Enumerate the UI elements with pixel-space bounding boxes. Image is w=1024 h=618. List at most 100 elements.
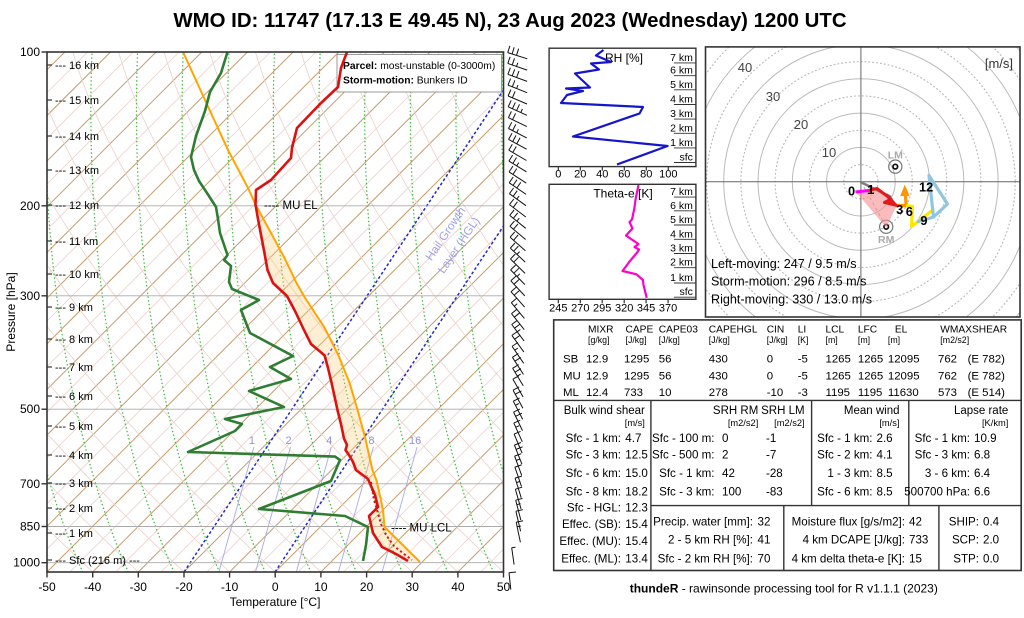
svg-text:SHIP:: SHIP: xyxy=(949,515,979,528)
svg-text:0.4: 0.4 xyxy=(983,515,1000,528)
svg-text:12: 12 xyxy=(919,180,933,195)
svg-text:12095: 12095 xyxy=(888,354,920,366)
svg-text:295: 295 xyxy=(593,302,611,314)
svg-text:1265: 1265 xyxy=(858,370,883,382)
svg-text:--- 1 km: --- 1 km xyxy=(55,528,93,540)
svg-text:5 km: 5 km xyxy=(670,79,693,91)
svg-text:CAPEHGL: CAPEHGL xyxy=(709,325,758,336)
svg-text:Parcel: most-unstable (0-3000m: Parcel: most-unstable (0-3000m) xyxy=(343,61,495,72)
svg-text:850: 850 xyxy=(20,520,40,534)
svg-text:[m]: [m] xyxy=(858,335,870,345)
svg-text:(E 782): (E 782) xyxy=(968,354,1006,366)
svg-text:[g/kg]: [g/kg] xyxy=(588,335,610,345)
svg-text:12.5: 12.5 xyxy=(625,449,648,462)
svg-text:-1: -1 xyxy=(766,432,776,445)
svg-text:6.4: 6.4 xyxy=(974,467,991,480)
svg-text:Sfc - 8 km:: Sfc - 8 km: xyxy=(566,486,621,499)
svg-text:16: 16 xyxy=(409,435,421,447)
svg-text:Effec. (MU):: Effec. (MU): xyxy=(559,535,621,548)
svg-text:SRH LM: SRH LM xyxy=(761,405,804,417)
svg-text:100: 100 xyxy=(722,486,741,499)
svg-text:--- 10 km: --- 10 km xyxy=(55,269,99,281)
svg-text:100: 100 xyxy=(659,169,677,181)
svg-text:Pressure [hPa]: Pressure [hPa] xyxy=(4,272,18,351)
svg-text:Theta-e [K]: Theta-e [K] xyxy=(593,187,652,201)
svg-text:Sfc - 1 km:: Sfc - 1 km: xyxy=(915,432,970,445)
svg-text:thundeR - rawinsonde processin: thundeR - rawinsonde processing tool for… xyxy=(630,582,938,596)
svg-text:0.0: 0.0 xyxy=(983,552,999,565)
svg-text:[K]: [K] xyxy=(798,335,809,345)
svg-text:Sfc - 6 km:: Sfc - 6 km: xyxy=(566,467,621,480)
svg-text:SCP:: SCP: xyxy=(952,534,979,547)
svg-text:CIN: CIN xyxy=(767,325,785,336)
svg-text:--- 7 km: --- 7 km xyxy=(55,362,93,374)
svg-text:[J/kg]: [J/kg] xyxy=(626,335,647,345)
svg-text:15.0: 15.0 xyxy=(625,467,648,480)
svg-text:-50: -50 xyxy=(38,580,56,594)
svg-text:15: 15 xyxy=(909,552,922,565)
svg-text:100: 100 xyxy=(20,45,40,59)
svg-text:--- 9 km: --- 9 km xyxy=(55,302,93,314)
svg-text:1000: 1000 xyxy=(13,556,40,570)
svg-text:10.9: 10.9 xyxy=(974,432,997,445)
svg-text:12.9: 12.9 xyxy=(586,370,608,382)
svg-text:-5: -5 xyxy=(798,370,808,382)
svg-text:573: 573 xyxy=(938,387,957,399)
svg-text:Sfc - 3 km:: Sfc - 3 km: xyxy=(659,486,714,499)
svg-text:--- 8 km: --- 8 km xyxy=(55,334,93,346)
svg-text:2.6: 2.6 xyxy=(877,432,893,445)
svg-text:4.7: 4.7 xyxy=(625,432,641,445)
svg-text:ML: ML xyxy=(563,387,579,399)
svg-text:500: 500 xyxy=(20,402,40,416)
svg-text:LI: LI xyxy=(798,325,807,336)
svg-text:1265: 1265 xyxy=(858,354,883,366)
svg-text:10: 10 xyxy=(659,387,672,399)
svg-text:Temperature [°C]: Temperature [°C] xyxy=(230,595,321,609)
svg-text:(E 782): (E 782) xyxy=(968,370,1006,382)
svg-text:245: 245 xyxy=(549,302,567,314)
svg-text:430: 430 xyxy=(709,370,728,382)
svg-text:56: 56 xyxy=(659,354,672,366)
svg-text:--- 16 km: --- 16 km xyxy=(55,60,99,72)
svg-text:430: 430 xyxy=(709,354,728,366)
svg-text:Mean wind: Mean wind xyxy=(844,405,900,417)
svg-text:--- 4 km: --- 4 km xyxy=(55,450,93,462)
svg-text:1265: 1265 xyxy=(826,370,851,382)
svg-text:STP:: STP: xyxy=(953,552,979,565)
svg-text:Sfc - 100 m:: Sfc - 100 m: xyxy=(652,432,715,445)
svg-text:-83: -83 xyxy=(766,486,783,499)
svg-text:1 km: 1 km xyxy=(670,137,693,149)
svg-text:20: 20 xyxy=(574,169,586,181)
svg-text:4 km: 4 km xyxy=(670,228,693,240)
svg-text:--- Sfc (216 m) ---: --- Sfc (216 m) --- xyxy=(55,555,140,567)
svg-text:20: 20 xyxy=(360,580,374,594)
svg-text:370: 370 xyxy=(659,302,677,314)
svg-text:-10: -10 xyxy=(767,387,783,399)
svg-text:8: 8 xyxy=(368,435,374,447)
svg-text:56: 56 xyxy=(659,370,672,382)
svg-text:[J/kg]: [J/kg] xyxy=(709,335,730,345)
svg-text:4 km delta theta-e [K]:: 4 km delta theta-e [K]: xyxy=(792,552,905,565)
svg-text:[J/kg]: [J/kg] xyxy=(767,335,788,345)
svg-text:12.3: 12.3 xyxy=(625,502,648,515)
svg-text:7 km: 7 km xyxy=(670,186,693,198)
svg-text:7 km: 7 km xyxy=(670,52,693,64)
svg-text:MU: MU xyxy=(563,370,581,382)
svg-text:12095: 12095 xyxy=(888,370,920,382)
svg-text:0: 0 xyxy=(848,183,855,198)
svg-text:6: 6 xyxy=(906,204,913,219)
svg-text:LFC: LFC xyxy=(858,325,877,336)
svg-text:30: 30 xyxy=(766,89,780,104)
svg-text:32: 32 xyxy=(758,515,771,528)
svg-text:CAPE: CAPE xyxy=(626,325,654,336)
svg-text:Sfc - 1 km:: Sfc - 1 km: xyxy=(566,432,621,445)
svg-text:(E 514): (E 514) xyxy=(968,387,1006,399)
svg-text:[m2/s2]: [m2/s2] xyxy=(940,335,969,345)
svg-text:20: 20 xyxy=(794,117,808,132)
svg-text:1265: 1265 xyxy=(826,354,851,366)
svg-text:--- 15 km: --- 15 km xyxy=(55,95,99,107)
svg-text:2 km: 2 km xyxy=(670,257,693,269)
svg-text:2: 2 xyxy=(722,449,728,462)
svg-text:40: 40 xyxy=(451,580,465,594)
svg-text:--- 12 km: --- 12 km xyxy=(55,200,99,212)
